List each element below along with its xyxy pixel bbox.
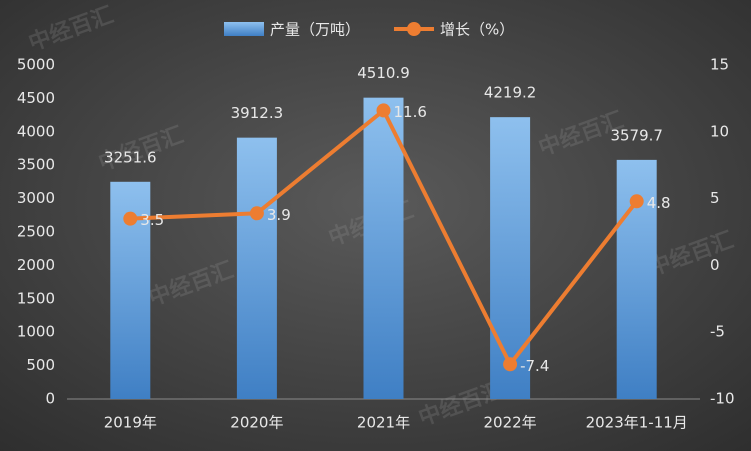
legend-label: 产量（万吨） — [270, 21, 360, 39]
line-value-label: 11.6 — [394, 103, 427, 121]
y-tick-label: 2000 — [17, 256, 55, 274]
y2-tick-label: -5 — [710, 323, 725, 341]
line-point — [376, 103, 391, 118]
y-tick-label: 3000 — [17, 189, 55, 207]
line-value-label: -7.4 — [520, 357, 549, 375]
line-point — [249, 206, 264, 221]
line-value-label: 4.8 — [647, 194, 671, 212]
y2-tick-label: -10 — [710, 390, 735, 408]
bar — [236, 137, 277, 399]
legend-label: 增长（%） — [440, 21, 514, 39]
y-tick-label: 0 — [45, 390, 55, 408]
line-point — [629, 194, 644, 209]
y2-tick-label: 15 — [710, 56, 729, 74]
x-tick-label: 2019年 — [104, 414, 157, 432]
y-tick-label: 3500 — [17, 156, 55, 174]
line-point — [123, 211, 138, 226]
x-tick-label: 2020年 — [230, 414, 283, 432]
line-point — [503, 357, 518, 372]
bar-value-label: 4219.2 — [484, 84, 537, 102]
y2-tick-label: 0 — [710, 256, 720, 274]
line-value-label: 3.9 — [267, 206, 291, 224]
line-value-label: 3.5 — [140, 211, 164, 229]
bar-value-label: 4510.9 — [357, 64, 410, 82]
y-tick-label: 500 — [26, 356, 55, 374]
y-tick-label: 5000 — [17, 56, 55, 74]
bar-value-label: 3251.6 — [104, 148, 157, 166]
y-tick-label: 2500 — [17, 223, 55, 241]
bar-value-label: 3912.3 — [231, 104, 284, 122]
bar — [490, 117, 531, 399]
y-tick-label: 1000 — [17, 323, 55, 341]
y2-tick-label: 10 — [710, 122, 729, 140]
y-tick-label: 4000 — [17, 122, 55, 140]
y-tick-label: 4500 — [17, 89, 55, 107]
x-tick-label: 2023年1-11月 — [586, 414, 688, 432]
bar — [363, 97, 404, 400]
y2-tick-label: 5 — [710, 189, 720, 207]
y-tick-label: 1500 — [17, 289, 55, 307]
bar-value-label: 3579.7 — [610, 126, 663, 144]
x-tick-label: 2021年 — [357, 414, 410, 432]
legend-swatch — [224, 22, 264, 36]
x-tick-label: 2022年 — [484, 414, 537, 432]
legend-swatch — [407, 22, 421, 36]
